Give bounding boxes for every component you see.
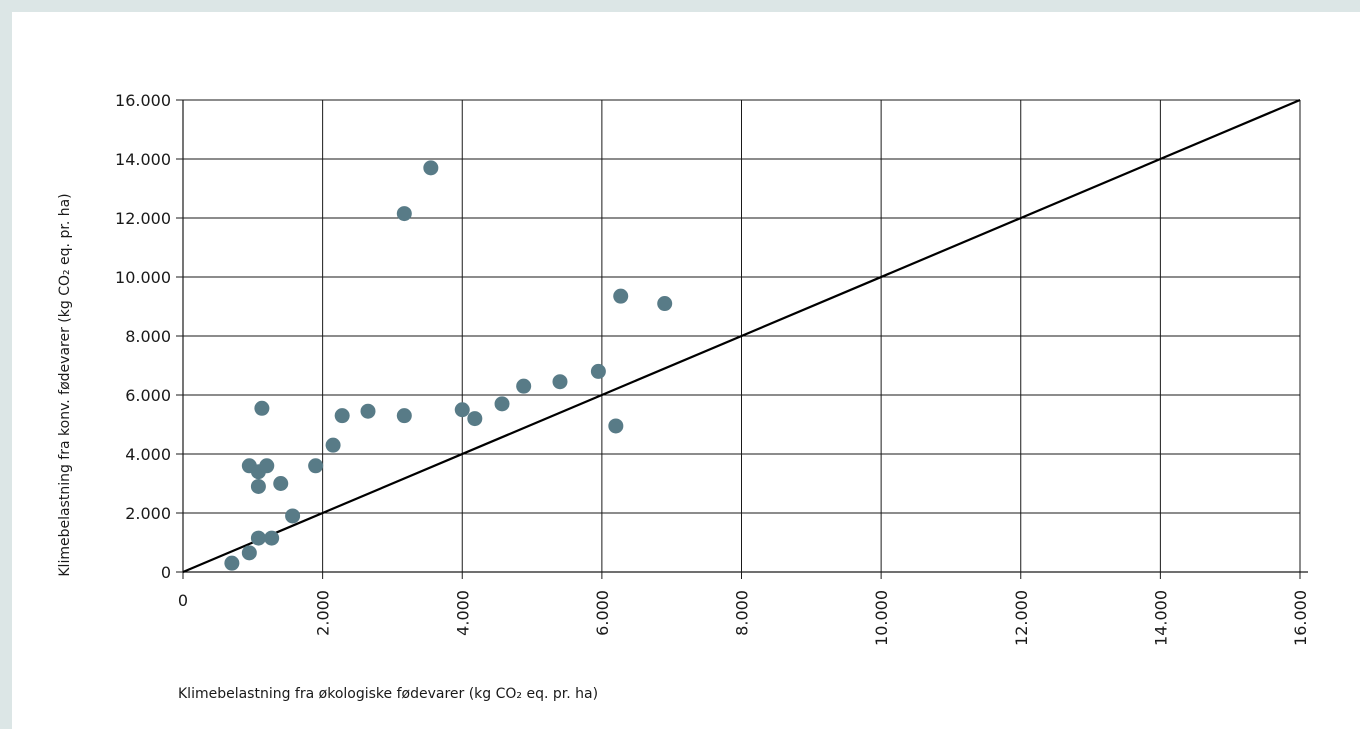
- data-point: [259, 458, 275, 474]
- data-point: [608, 418, 624, 434]
- data-point: [396, 206, 412, 222]
- data-points: [224, 160, 673, 571]
- y-tick-label: 6.000: [125, 386, 171, 405]
- data-point: [250, 530, 266, 546]
- data-point: [494, 396, 510, 412]
- x-tick-label: 4.000: [453, 590, 472, 636]
- x-tick-label: 6.000: [593, 590, 612, 636]
- y-tick-label: 2.000: [125, 504, 171, 523]
- chart-panel: [12, 12, 1360, 729]
- x-tick-label: 2.000: [314, 590, 333, 636]
- x-tick-label: 8.000: [733, 590, 752, 636]
- y-tick-label: 14.000: [115, 150, 171, 169]
- y-tick-label: 12.000: [115, 209, 171, 228]
- data-point: [467, 411, 483, 427]
- data-point: [590, 363, 606, 379]
- data-point: [613, 288, 629, 304]
- x-axis-title: Klimebelastning fra økologiske fødevarer…: [178, 686, 598, 702]
- data-point: [454, 402, 470, 418]
- reference-line: [182, 98, 1301, 574]
- y-tick-label: 10.000: [115, 268, 171, 287]
- data-point: [325, 437, 341, 453]
- y-tick-label: 16.000: [115, 91, 171, 110]
- y-tick-label: 4.000: [125, 445, 171, 464]
- data-point: [241, 545, 257, 561]
- y-axis-title: Klimebelastning fra konv. fødevarer (kg …: [57, 193, 73, 576]
- reference-line-group: [182, 98, 1301, 574]
- data-point: [396, 408, 412, 424]
- data-point: [308, 458, 324, 474]
- data-point: [423, 160, 439, 176]
- data-point: [334, 408, 350, 424]
- data-point: [360, 403, 376, 419]
- data-point: [516, 378, 532, 394]
- x-tick-label: 10.000: [872, 590, 891, 646]
- y-tick-label: 8.000: [125, 327, 171, 346]
- x-tick-label: 12.000: [1012, 590, 1031, 646]
- data-point: [254, 400, 270, 416]
- y-tick-label: 0: [161, 563, 171, 582]
- data-point: [657, 296, 673, 312]
- x-tick-label: 0: [178, 591, 188, 610]
- tick-labels: 0 2.000 4.000 6.000 8.000 10.000 12.000 14.000 1…: [115, 91, 1310, 646]
- data-point: [552, 374, 568, 390]
- x-tick-label: 16.000: [1291, 590, 1310, 646]
- data-point: [224, 555, 240, 571]
- data-point: [264, 530, 280, 546]
- axes: [176, 99, 1308, 579]
- data-point: [273, 476, 289, 491]
- x-tick-label: 14.000: [1151, 590, 1170, 646]
- grid: [183, 99, 1301, 572]
- data-point: [285, 508, 301, 524]
- data-point: [250, 478, 266, 494]
